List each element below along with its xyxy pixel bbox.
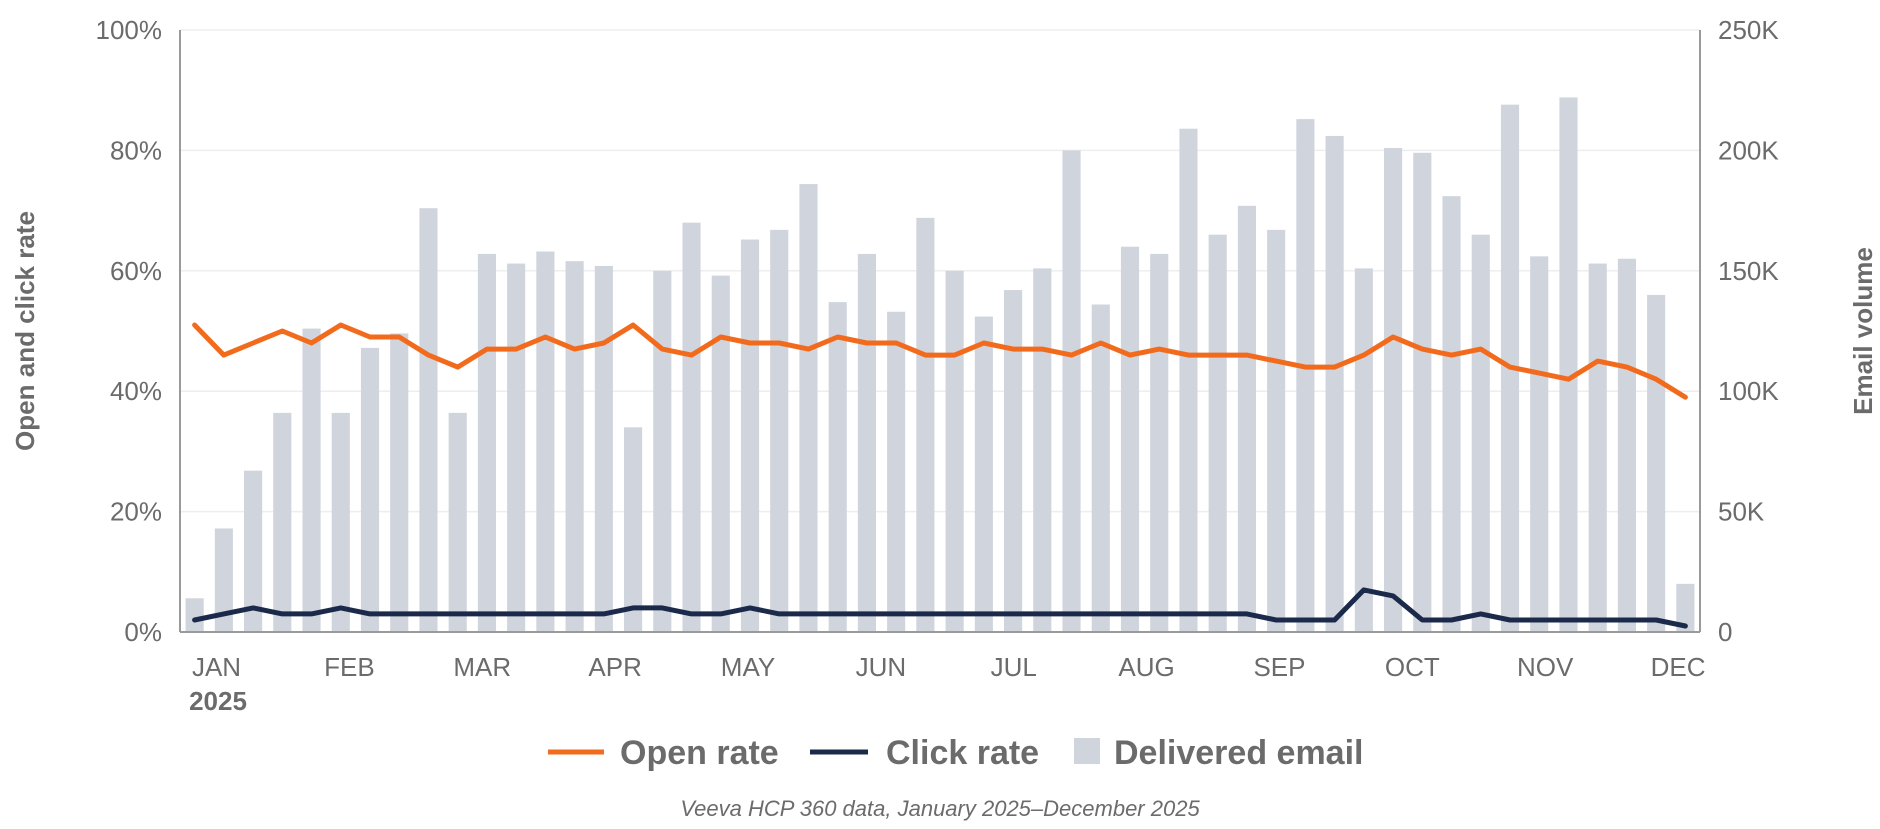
month-tick-label: JUL	[991, 652, 1037, 682]
delivered-email-bar	[1588, 263, 1607, 632]
month-tick-label: NOV	[1517, 652, 1574, 682]
delivered-email-bar	[1617, 258, 1636, 632]
month-tick-label: JUN	[856, 652, 907, 682]
delivered-email-bar	[1120, 246, 1140, 632]
legend-delivered-email-label: Delivered email	[1114, 734, 1363, 772]
delivered-email-bar	[536, 251, 555, 632]
delivered-email-bar	[1442, 196, 1461, 633]
month-tick-label: AUG	[1118, 652, 1174, 682]
right-tick-label: 150K	[1718, 256, 1779, 286]
x-axis-ticks: JAN FEB MAR APR MAY JUN JUL AUG SEP OCT NOV DEC	[192, 652, 1706, 682]
delivered-email-bar	[419, 208, 438, 632]
delivered-email-bar	[682, 222, 701, 632]
delivered-email-bar	[1530, 256, 1549, 632]
delivered-email-bar	[1033, 268, 1052, 632]
delivered-email-bar	[1676, 583, 1695, 632]
right-axis-ticks: 0 50K 100K 150K 200K 250K	[1718, 15, 1779, 647]
left-axis-ticks: 0% 20% 40% 60% 80% 100%	[96, 15, 163, 647]
source-note: Veeva HCP 360 data, January 2025–Decembe…	[680, 796, 1200, 821]
month-tick-label: FEB	[324, 652, 375, 682]
delivered-email-bar	[273, 412, 292, 632]
right-tick-label: 0	[1718, 617, 1732, 647]
delivered-email-bar	[1413, 152, 1432, 633]
delivered-email-bar	[360, 347, 380, 632]
delivered-email-bars	[185, 97, 1695, 633]
month-tick-label: DEC	[1651, 652, 1706, 682]
legend-open-rate-label: Open rate	[620, 734, 779, 772]
delivered-email-bar	[887, 311, 906, 632]
month-tick-label: SEP	[1253, 652, 1305, 682]
delivered-email-bar	[1237, 205, 1256, 632]
delivered-email-bar	[945, 270, 964, 632]
delivered-email-bar	[565, 261, 584, 632]
axes	[179, 30, 1701, 633]
left-tick-label: 0%	[124, 617, 162, 647]
open-rate-line	[192, 322, 1688, 400]
delivered-email-bar	[770, 229, 789, 632]
left-tick-label: 60%	[110, 256, 162, 286]
delivered-email-bar	[1384, 147, 1403, 632]
delivered-email-bar	[507, 263, 526, 632]
right-tick-label: 250K	[1718, 15, 1779, 45]
click-rate-line	[192, 587, 1688, 629]
delivered-email-bar	[857, 253, 876, 632]
delivered-email-bar	[214, 528, 233, 632]
delivered-email-bar	[740, 239, 760, 632]
right-tick-label: 50K	[1718, 497, 1765, 527]
delivered-email-bar	[1208, 234, 1227, 632]
legend: Open rate Click rate Delivered email	[548, 734, 1363, 772]
month-tick-label: OCT	[1385, 652, 1440, 682]
delivered-email-bar	[1471, 234, 1490, 632]
left-tick-label: 80%	[110, 135, 162, 165]
right-tick-label: 200K	[1718, 135, 1779, 165]
delivered-email-bar	[448, 412, 467, 632]
delivered-email-bar	[331, 412, 350, 632]
delivered-email-bar	[390, 333, 409, 632]
delivered-email-bar	[1091, 304, 1110, 632]
delivered-email-bar	[1647, 294, 1666, 632]
delivered-email-bar	[302, 328, 321, 632]
delivered-email-bar	[594, 265, 613, 632]
delivered-email-bar	[1325, 135, 1344, 632]
delivered-email-bar	[1267, 229, 1286, 632]
delivered-email-bar	[653, 270, 672, 632]
left-axis-title: Open and click rate	[10, 211, 40, 451]
delivered-email-bar	[1296, 119, 1315, 632]
month-tick-label: MAY	[721, 652, 775, 682]
delivered-email-bar	[1150, 253, 1169, 632]
delivered-email-bar	[828, 302, 847, 632]
legend-click-rate-label: Click rate	[886, 734, 1039, 772]
right-axis-title: Email volume	[1848, 247, 1878, 415]
delivered-email-bar	[711, 275, 730, 632]
delivered-email-bar	[1004, 290, 1023, 632]
delivered-email-bar	[624, 427, 643, 632]
year-label: 2025	[189, 686, 247, 716]
delivered-email-bar	[974, 316, 993, 632]
left-tick-label: 100%	[96, 15, 163, 45]
delivered-email-bar	[244, 470, 263, 632]
delivered-email-bar	[1062, 150, 1081, 632]
month-tick-label: APR	[588, 652, 641, 682]
delivered-email-bar	[477, 253, 496, 632]
left-tick-label: 20%	[110, 497, 162, 527]
rate-lines	[192, 322, 1688, 629]
delivered-email-bar	[1559, 97, 1578, 632]
legend-delivered-email-swatch	[1074, 738, 1100, 764]
right-tick-label: 100K	[1718, 376, 1779, 406]
month-tick-label: MAR	[453, 652, 511, 682]
delivered-email-bar	[1179, 128, 1198, 632]
delivered-email-bar	[185, 598, 204, 632]
delivered-email-bar	[799, 184, 818, 632]
delivered-email-bar	[916, 217, 935, 632]
delivered-email-bar	[1354, 268, 1373, 632]
month-tick-label: JAN	[192, 652, 241, 682]
left-tick-label: 40%	[110, 376, 162, 406]
